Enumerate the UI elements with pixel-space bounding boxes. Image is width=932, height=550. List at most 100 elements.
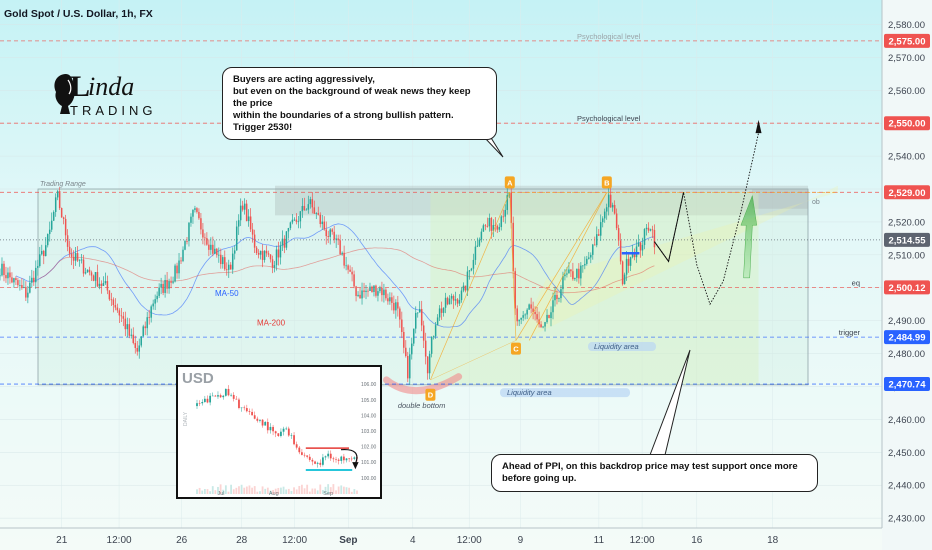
candle-body [580,265,582,279]
candle-body [359,294,361,299]
candle-body [180,260,182,262]
candle-body [1,263,3,276]
candle-body [615,213,618,229]
candle-body [651,229,654,231]
inset-candle-body [287,428,290,436]
inset-candle-body [303,454,306,456]
candle-body [92,275,95,281]
inset-volume-bar [261,486,264,494]
candle-body [452,295,455,301]
candle-body [418,309,421,313]
inset-candle-body [348,458,351,460]
candle-body [504,209,507,217]
inset-volume-bar [319,484,322,494]
inset-volume-bar [287,488,290,494]
x-tick-label: 18 [767,535,779,546]
candle-body [387,298,389,302]
candle-body [522,315,524,318]
candle-body [106,281,109,291]
candle-body [560,289,562,299]
inset-x-tick-label: Jul [217,491,224,497]
candle-body [90,272,93,276]
candle-body [319,214,322,225]
x-tick-label: 28 [236,535,248,546]
inset-candle-body [219,395,222,398]
candle-body [228,264,230,270]
inset-y-tick-label: 105.00 [361,398,377,404]
callout-bottom-tail [649,349,691,456]
candle-body [339,240,341,255]
trading-range-label: Trading Range [40,181,86,188]
candle-body [297,221,300,223]
linda-trading-logo: L inda TRADING [48,70,153,120]
inset-candle-body [259,419,261,421]
candle-body [375,285,377,296]
candle-body [647,227,650,231]
inset-volume-bar [350,491,353,494]
inset-candle-body [243,407,246,409]
pattern-point-label: D [428,391,434,400]
liquidity-area-2-label: Liquidity area [594,342,639,351]
y-tick-label: 2,510.00 [888,250,925,261]
candles [0,184,656,385]
inset-candle-body [227,388,230,396]
candle-body [351,271,353,275]
candle-body [391,297,393,303]
candle-body [43,250,45,257]
candle-body [148,317,150,319]
inset-candle-body [306,455,309,457]
candle-body [603,211,606,219]
candle-body [118,310,121,316]
inset-volume-bar [203,489,206,494]
candle-body [472,259,475,269]
inset-candle-body [337,459,340,461]
logo-initial: L [70,70,91,103]
candle-body [601,218,604,223]
candle-body [613,204,616,214]
inset-volume-bar [243,487,246,494]
inset-candle-body [235,398,238,400]
candle-body [70,253,73,257]
candle-body [389,297,391,302]
ma50-label: MA-50 [215,289,239,298]
inset-candle-body [324,456,327,458]
candle-body [629,257,632,266]
inset-volume-bar [274,488,277,494]
inset-side-label: DAILY [183,411,189,426]
candle-body [530,304,532,309]
candle-body [385,289,387,299]
inset-candle-body [335,459,337,460]
candle-body [309,199,312,205]
zones [37,185,838,398]
inset-candle-body [214,395,217,397]
candle-body [341,252,343,255]
inset-volume-bar [332,484,335,494]
candle-body [48,229,51,235]
inset-candle-body [217,395,219,397]
candle-body [645,227,648,230]
inset-title: USD [182,370,214,387]
x-tick-label: 4 [410,535,416,546]
pattern-zone [430,192,759,385]
inset-volume-bar [295,489,298,494]
candle-body [482,225,485,232]
candle-body [411,343,413,355]
candle-body [60,207,63,218]
candle-body [190,216,192,223]
x-tick-label: 12:00 [107,535,132,546]
price-badge-label: 2,514.55 [889,235,927,246]
candle-body [335,238,337,240]
candle-body [214,248,216,254]
candle-body [220,254,222,265]
candle-body [446,297,449,305]
candle-body [548,314,550,319]
candle-body [611,204,614,208]
harmonic-pattern: A B C D [425,176,838,401]
candle-body [552,300,554,313]
candle-body [442,307,445,313]
candle-body [343,252,345,266]
inset-volume-bar [219,484,222,494]
candle-body [409,354,411,379]
y-tick-label: 2,580.00 [888,20,925,31]
inset-volume-bar [209,491,212,494]
